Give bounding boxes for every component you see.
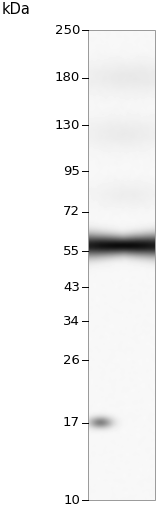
Text: 130: 130 — [55, 119, 80, 132]
Text: 72: 72 — [63, 205, 80, 218]
Text: 43: 43 — [63, 281, 80, 293]
Text: 55: 55 — [63, 245, 80, 258]
Text: 95: 95 — [63, 165, 80, 178]
Text: 180: 180 — [55, 71, 80, 84]
Text: 250: 250 — [55, 24, 80, 36]
Bar — [88, 30, 155, 500]
Text: 10: 10 — [63, 493, 80, 506]
Text: 17: 17 — [63, 416, 80, 429]
Text: 34: 34 — [63, 315, 80, 328]
Text: kDa: kDa — [2, 2, 31, 17]
Text: 26: 26 — [63, 354, 80, 367]
